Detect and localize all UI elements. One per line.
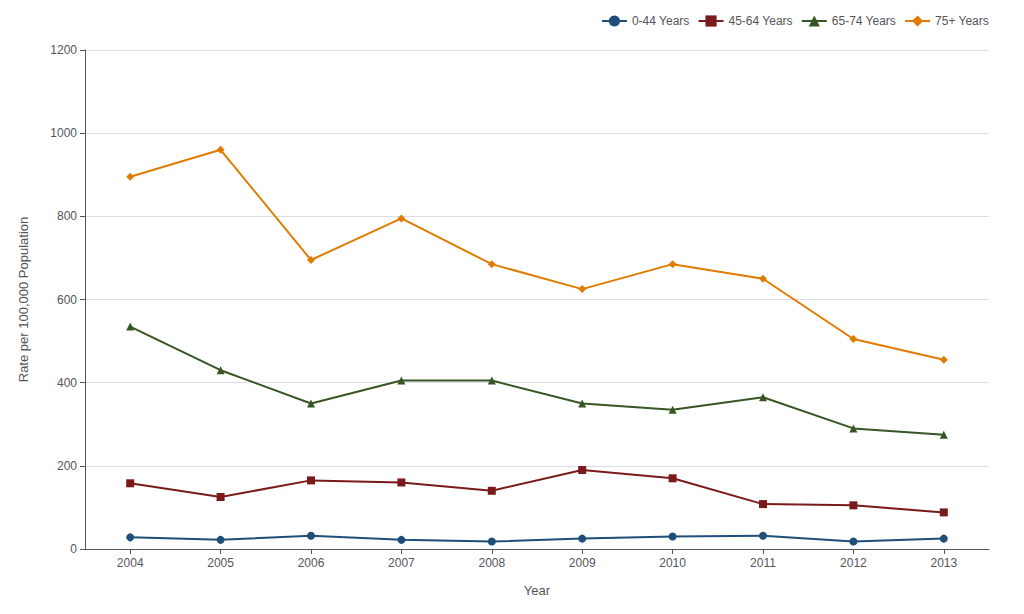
svg-text:2004: 2004 bbox=[117, 556, 144, 570]
svg-text:1200: 1200 bbox=[50, 43, 77, 57]
svg-text:800: 800 bbox=[57, 209, 77, 223]
svg-text:2012: 2012 bbox=[840, 556, 867, 570]
svg-text:45-64 Years: 45-64 Years bbox=[729, 14, 793, 28]
svg-text:2013: 2013 bbox=[930, 556, 957, 570]
svg-text:0: 0 bbox=[70, 542, 77, 556]
svg-text:2005: 2005 bbox=[207, 556, 234, 570]
svg-text:200: 200 bbox=[57, 459, 77, 473]
svg-text:2006: 2006 bbox=[298, 556, 325, 570]
svg-text:Year: Year bbox=[524, 583, 551, 598]
svg-text:2010: 2010 bbox=[659, 556, 686, 570]
svg-text:0-44 Years: 0-44 Years bbox=[632, 14, 689, 28]
svg-text:75+ Years: 75+ Years bbox=[935, 14, 989, 28]
svg-text:600: 600 bbox=[57, 293, 77, 307]
svg-text:2011: 2011 bbox=[750, 556, 776, 570]
svg-text:2007: 2007 bbox=[388, 556, 415, 570]
svg-text:65-74 Years: 65-74 Years bbox=[832, 14, 896, 28]
svg-text:2009: 2009 bbox=[569, 556, 596, 570]
svg-text:400: 400 bbox=[57, 376, 77, 390]
svg-text:2008: 2008 bbox=[478, 556, 505, 570]
svg-text:Rate per 100,000 Population: Rate per 100,000 Population bbox=[16, 217, 31, 383]
svg-text:1000: 1000 bbox=[50, 126, 77, 140]
